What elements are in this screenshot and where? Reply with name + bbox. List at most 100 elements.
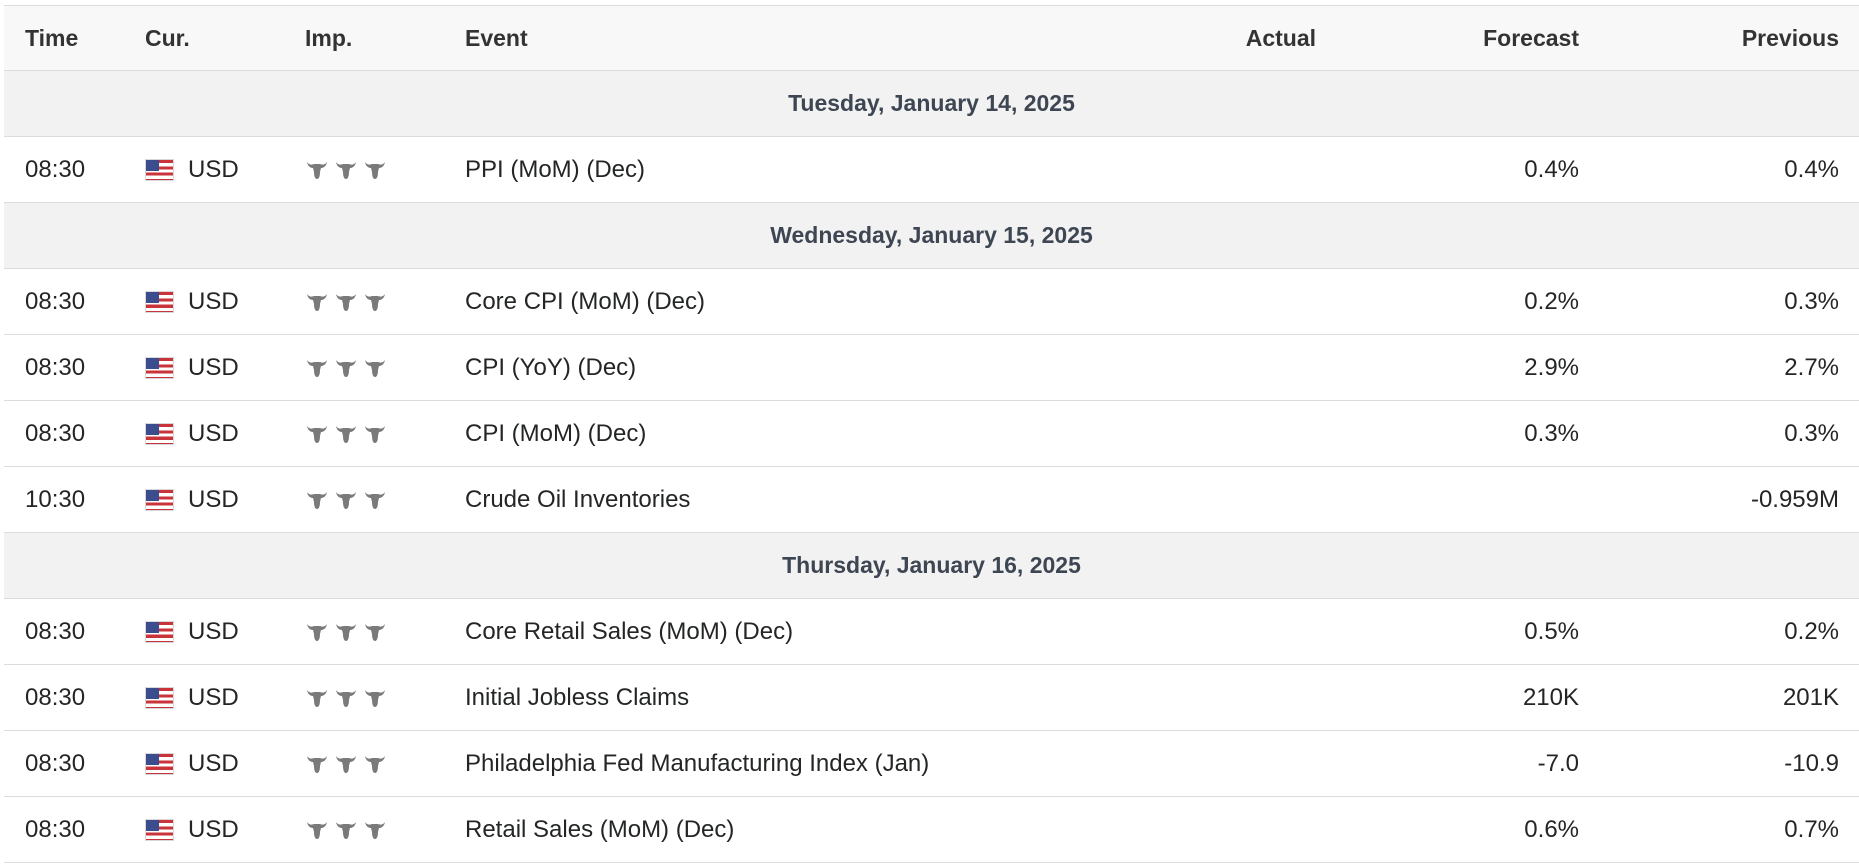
event-previous: 2.7%	[1784, 354, 1839, 381]
event-currency: USD	[188, 288, 239, 315]
event-forecast: 0.6%	[1524, 816, 1579, 843]
bull-icon	[307, 821, 327, 839]
event-name[interactable]: Retail Sales (MoM) (Dec)	[465, 816, 735, 843]
event-time: 08:30	[25, 618, 86, 645]
bull-icon	[307, 623, 327, 641]
event-row[interactable]: 08:30 USD Core CPI (MoM) (Dec) 0.2% 0.3%	[4, 269, 1859, 335]
header-time[interactable]: Time	[25, 25, 79, 51]
bull-icon	[336, 755, 356, 773]
bull-icon	[307, 425, 327, 443]
event-time: 08:30	[25, 420, 86, 447]
bull-icon	[307, 755, 327, 773]
event-importance	[305, 401, 392, 466]
event-currency: USD	[188, 618, 239, 645]
bull-icon	[365, 491, 385, 509]
bull-icon	[307, 293, 327, 311]
event-currency-cell: USD	[145, 467, 239, 532]
day-separator-row: Tuesday, January 14, 2025	[4, 71, 1859, 137]
event-row[interactable]: 08:30 USD Philadelphia Fed Manufacturing…	[4, 731, 1859, 797]
header-actual[interactable]: Actual	[1245, 25, 1316, 51]
event-previous: -0.959M	[1750, 486, 1839, 513]
us-flag-icon	[145, 620, 174, 643]
bull-icon	[365, 293, 385, 311]
us-flag-icon	[145, 356, 174, 379]
event-row[interactable]: 08:30 USD Retail Sales (MoM) (Dec) 0.6% …	[4, 797, 1859, 863]
event-currency-cell: USD	[145, 731, 239, 796]
event-forecast: 210K	[1522, 684, 1579, 711]
us-flag-icon	[145, 422, 174, 445]
event-time: 10:30	[25, 486, 86, 513]
bull-icon	[365, 161, 385, 179]
event-row[interactable]: 08:30 USD CPI (MoM) (Dec) 0.3% 0.3%	[4, 401, 1859, 467]
event-importance	[305, 797, 392, 862]
table-body: Tuesday, January 14, 2025 08:30 USD PPI …	[4, 71, 1859, 863]
bull-icon	[307, 689, 327, 707]
event-previous: 0.3%	[1784, 420, 1839, 447]
header-event[interactable]: Event	[465, 25, 528, 51]
event-currency-cell: USD	[145, 797, 239, 862]
day-label: Tuesday, January 14, 2025	[788, 90, 1075, 116]
event-previous: -10.9	[1784, 750, 1839, 777]
event-currency-cell: USD	[145, 401, 239, 466]
event-previous: 201K	[1782, 684, 1839, 711]
event-currency: USD	[188, 750, 239, 777]
event-importance	[305, 665, 392, 730]
event-forecast: -7.0	[1537, 750, 1579, 777]
event-currency-cell: USD	[145, 269, 239, 334]
event-currency-cell: USD	[145, 137, 239, 202]
event-name[interactable]: CPI (MoM) (Dec)	[465, 420, 647, 447]
us-flag-icon	[145, 488, 174, 511]
event-time: 08:30	[25, 684, 86, 711]
event-time: 08:30	[25, 354, 86, 381]
event-row[interactable]: 08:30 USD PPI (MoM) (Dec) 0.4% 0.4%	[4, 137, 1859, 203]
bull-icon	[336, 359, 356, 377]
bull-icon	[365, 623, 385, 641]
event-name[interactable]: PPI (MoM) (Dec)	[465, 156, 645, 183]
event-forecast: 2.9%	[1524, 354, 1579, 381]
bull-icon	[336, 293, 356, 311]
event-row[interactable]: 08:30 USD CPI (YoY) (Dec) 2.9% 2.7%	[4, 335, 1859, 401]
event-currency: USD	[188, 156, 239, 183]
event-name[interactable]: Core CPI (MoM) (Dec)	[465, 288, 706, 315]
event-importance	[305, 731, 392, 796]
bull-icon	[307, 491, 327, 509]
header-importance[interactable]: Imp.	[305, 25, 353, 51]
event-time: 08:30	[25, 156, 86, 183]
header-forecast[interactable]: Forecast	[1483, 25, 1579, 51]
day-separator-row: Wednesday, January 15, 2025	[4, 203, 1859, 269]
bull-icon	[307, 359, 327, 377]
event-name[interactable]: Initial Jobless Claims	[465, 684, 690, 711]
us-flag-icon	[145, 686, 174, 709]
bull-icon	[365, 359, 385, 377]
event-currency-cell: USD	[145, 599, 239, 664]
bull-icon	[336, 689, 356, 707]
event-forecast: 0.2%	[1524, 288, 1579, 315]
us-flag-icon	[145, 818, 174, 841]
bull-icon	[365, 425, 385, 443]
event-name[interactable]: CPI (YoY) (Dec)	[465, 354, 637, 381]
event-time: 08:30	[25, 750, 86, 777]
event-row[interactable]: 08:30 USD Core Retail Sales (MoM) (Dec) …	[4, 599, 1859, 665]
event-row[interactable]: 10:30 USD Crude Oil Inventories -0.959M	[4, 467, 1859, 533]
bull-icon	[336, 491, 356, 509]
event-currency: USD	[188, 816, 239, 843]
event-row[interactable]: 08:30 USD Initial Jobless Claims 210K 20…	[4, 665, 1859, 731]
event-forecast: 0.5%	[1524, 618, 1579, 645]
event-currency: USD	[188, 420, 239, 447]
header-previous[interactable]: Previous	[1741, 25, 1839, 51]
event-previous: 0.7%	[1784, 816, 1839, 843]
event-importance	[305, 335, 392, 400]
bull-icon	[336, 425, 356, 443]
event-time: 08:30	[25, 288, 86, 315]
bull-icon	[307, 161, 327, 179]
event-name[interactable]: Crude Oil Inventories	[465, 486, 691, 513]
bull-icon	[336, 821, 356, 839]
event-currency: USD	[188, 684, 239, 711]
event-previous: 0.2%	[1784, 618, 1839, 645]
bull-icon	[336, 161, 356, 179]
event-name[interactable]: Core Retail Sales (MoM) (Dec)	[465, 618, 794, 645]
event-currency-cell: USD	[145, 665, 239, 730]
header-currency[interactable]: Cur.	[145, 25, 190, 51]
event-name[interactable]: Philadelphia Fed Manufacturing Index (Ja…	[465, 750, 930, 777]
us-flag-icon	[145, 158, 174, 181]
